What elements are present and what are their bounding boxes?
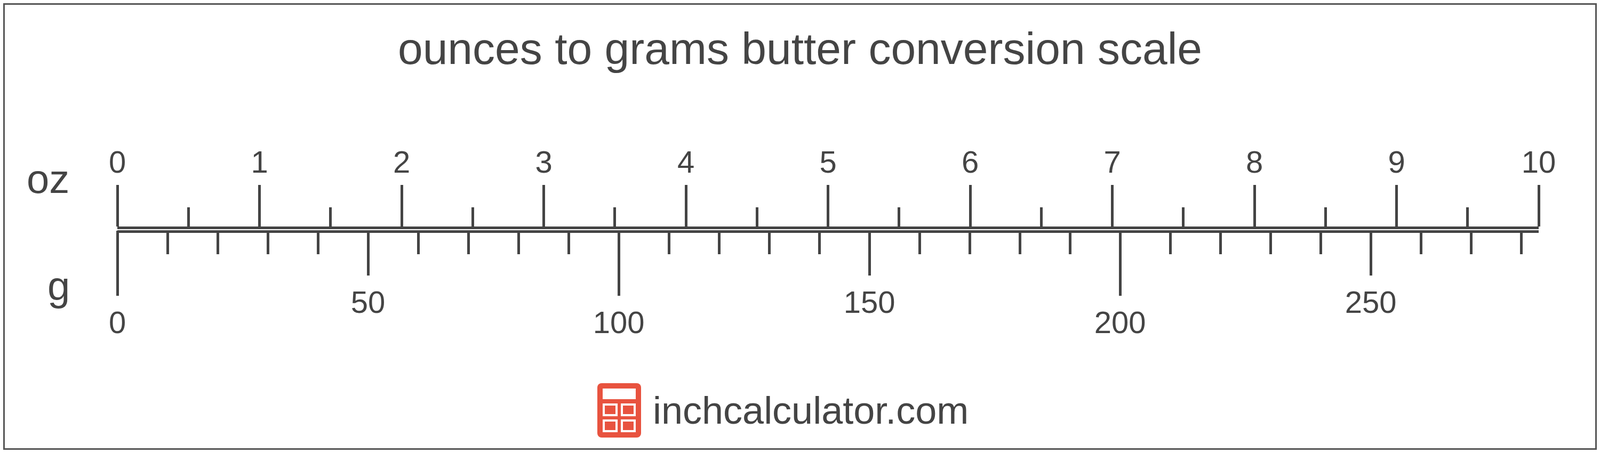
svg-text:g: g (47, 263, 70, 309)
svg-text:250: 250 (1345, 284, 1397, 320)
svg-text:0: 0 (108, 305, 126, 340)
svg-text:4: 4 (677, 144, 695, 180)
svg-text:9: 9 (1387, 144, 1405, 180)
svg-text:7: 7 (1103, 144, 1121, 180)
svg-text:3: 3 (534, 144, 552, 180)
svg-text:8: 8 (1245, 144, 1263, 180)
svg-text:50: 50 (350, 284, 386, 320)
svg-text:1: 1 (250, 144, 268, 180)
svg-text:6: 6 (961, 144, 979, 180)
svg-text:0: 0 (108, 144, 126, 180)
svg-text:100: 100 (593, 305, 645, 340)
svg-text:oz: oz (26, 156, 70, 202)
svg-text:10: 10 (1521, 144, 1557, 180)
svg-text:2: 2 (393, 144, 411, 180)
svg-text:150: 150 (843, 284, 896, 320)
html-text:inchcalculator.com: inchcalculator.com (652, 389, 969, 432)
svg-text:5: 5 (819, 144, 837, 180)
svg-text:200: 200 (1094, 305, 1147, 340)
svg-text:ounces to grams butter convers: ounces to grams butter conversion scale (397, 23, 1203, 74)
